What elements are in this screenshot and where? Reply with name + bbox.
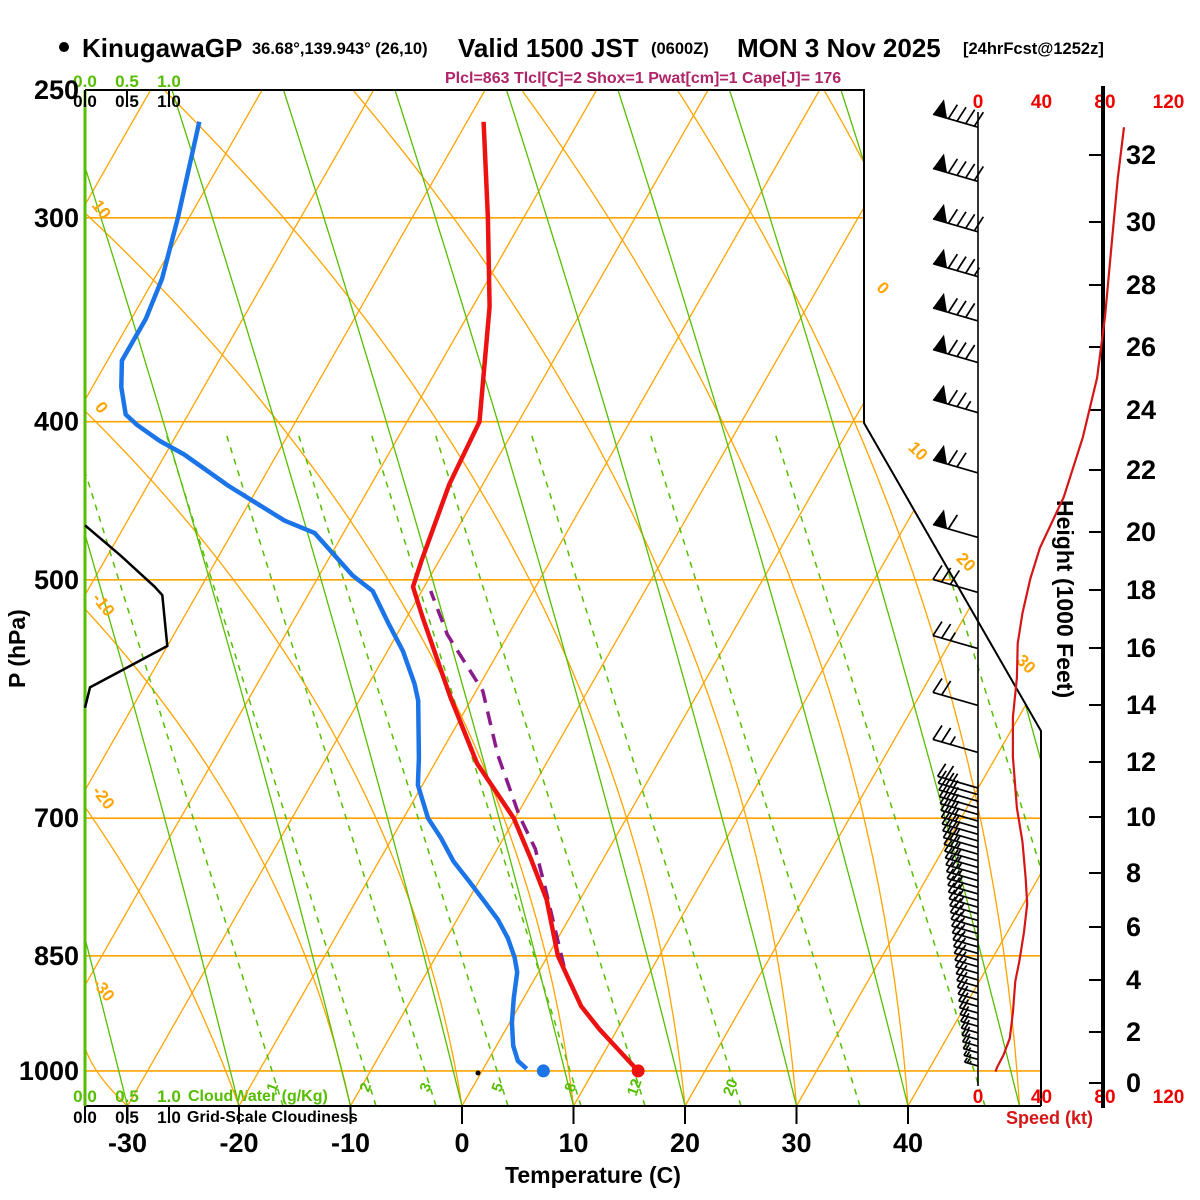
svg-text:30: 30 [1126, 207, 1156, 237]
svg-text:5: 5 [488, 1081, 507, 1095]
svg-text:120: 120 [1153, 1087, 1185, 1108]
speed-profile [994, 127, 1126, 1072]
svg-text:20: 20 [720, 1077, 742, 1098]
dewpoint-curve [119, 121, 550, 1078]
svg-text:12: 12 [1126, 747, 1156, 777]
svg-text:1: 1 [263, 1081, 282, 1095]
svg-text:1000: 1000 [19, 1056, 79, 1086]
svg-text:300: 300 [34, 203, 79, 233]
svg-text:40: 40 [1031, 1087, 1052, 1108]
plot-border [83, 89, 1042, 1122]
svg-text:500: 500 [34, 565, 79, 595]
svg-text:-20: -20 [88, 782, 118, 813]
svg-text:10: 10 [558, 1128, 588, 1158]
svg-text:0.5: 0.5 [115, 72, 139, 91]
svg-text:0.0: 0.0 [73, 1087, 97, 1106]
speed-axis: 0040408080120120 [973, 92, 1185, 1108]
svg-text:1.0: 1.0 [157, 92, 181, 111]
svg-text:850: 850 [34, 941, 79, 971]
station-bullet-icon [59, 42, 69, 52]
axis-dot [475, 1070, 481, 1076]
speed-axis-title: Speed (kt) [1006, 1108, 1094, 1128]
svg-text:0: 0 [1126, 1068, 1141, 1098]
svg-text:24: 24 [1126, 395, 1156, 425]
svg-text:30: 30 [781, 1128, 811, 1158]
svg-text:250: 250 [34, 75, 79, 105]
temperature-curve [410, 121, 645, 1078]
svg-text:16: 16 [1126, 633, 1156, 663]
svg-text:0: 0 [91, 398, 112, 417]
svg-text:20: 20 [1126, 517, 1156, 547]
svg-text:400: 400 [34, 407, 79, 437]
svg-text:26: 26 [1126, 332, 1156, 362]
svg-text:0.0: 0.0 [73, 92, 97, 111]
svg-text:18: 18 [1126, 575, 1156, 605]
svg-text:0: 0 [454, 1128, 469, 1158]
svg-text:4: 4 [1126, 965, 1141, 995]
svg-text:8: 8 [1126, 858, 1141, 888]
svg-text:0: 0 [873, 278, 893, 298]
svg-text:20: 20 [952, 549, 979, 576]
svg-text:-10: -10 [88, 589, 118, 620]
surface-temperature-dot [631, 1064, 645, 1078]
svg-text:0: 0 [973, 92, 984, 113]
svg-text:0.5: 0.5 [115, 92, 139, 111]
svg-text:0.5: 0.5 [115, 1087, 139, 1106]
svg-text:40: 40 [1031, 92, 1052, 113]
svg-text:0.0: 0.0 [73, 1108, 97, 1127]
svg-text:-10: -10 [331, 1128, 370, 1158]
svg-text:22: 22 [1126, 455, 1156, 485]
background-grid [85, 90, 1041, 1106]
svg-text:-30: -30 [108, 1128, 147, 1158]
svg-text:3: 3 [416, 1081, 435, 1095]
svg-text:120: 120 [1153, 92, 1185, 113]
svg-text:40: 40 [893, 1128, 923, 1158]
pressure-axis: 250 300 400 500 700 850 1000 [19, 75, 79, 1086]
wind-barbs [932, 99, 985, 1086]
svg-text:-30: -30 [88, 974, 118, 1005]
temperature-axis: -30 -20 -10 0 10 20 30 40 [108, 1106, 923, 1158]
svg-text:700: 700 [34, 803, 79, 833]
svg-text:-20: -20 [219, 1128, 258, 1158]
svg-text:6: 6 [1126, 912, 1141, 942]
svg-text:1.0: 1.0 [157, 72, 181, 91]
station-coords: 36.68°,139.943° (26,10) [252, 40, 428, 58]
svg-text:1.0: 1.0 [157, 1108, 181, 1127]
cloudiness-axis-label: Grid-Scale Cloudiness [187, 1109, 358, 1126]
station-name: KinugawaGP [82, 33, 243, 63]
parcel-path [429, 590, 566, 967]
svg-text:20: 20 [670, 1128, 700, 1158]
cloudwater-axis-label: CloudWater (g/Kg) [188, 1088, 328, 1105]
svg-text:2: 2 [1126, 1017, 1141, 1047]
forecast-tag: [24hrFcst@1252z] [963, 40, 1104, 58]
cloudiness-profile [83, 524, 169, 709]
surface-dewpoint-dot [536, 1064, 550, 1078]
svg-text:10: 10 [1126, 802, 1156, 832]
svg-text:28: 28 [1126, 270, 1156, 300]
svg-text:12: 12 [624, 1077, 646, 1098]
svg-text:14: 14 [1126, 690, 1156, 720]
svg-text:2: 2 [356, 1081, 375, 1095]
valid-zulu: (0600Z) [651, 40, 709, 58]
valid-time: Valid 1500 JST [458, 33, 639, 63]
valid-date: MON 3 Nov 2025 [737, 33, 941, 63]
svg-text:32: 32 [1126, 140, 1156, 170]
svg-text:1.0: 1.0 [157, 1087, 181, 1106]
svg-text:10: 10 [904, 438, 931, 465]
svg-text:0: 0 [973, 1087, 984, 1108]
sounding-indices: Plcl=863 Tlcl[C]=2 Shox=1 Pwat[cm]=1 Cap… [445, 70, 842, 87]
temperature-axis-title: Temperature (C) [505, 1162, 681, 1188]
svg-text:0.0: 0.0 [73, 72, 97, 91]
